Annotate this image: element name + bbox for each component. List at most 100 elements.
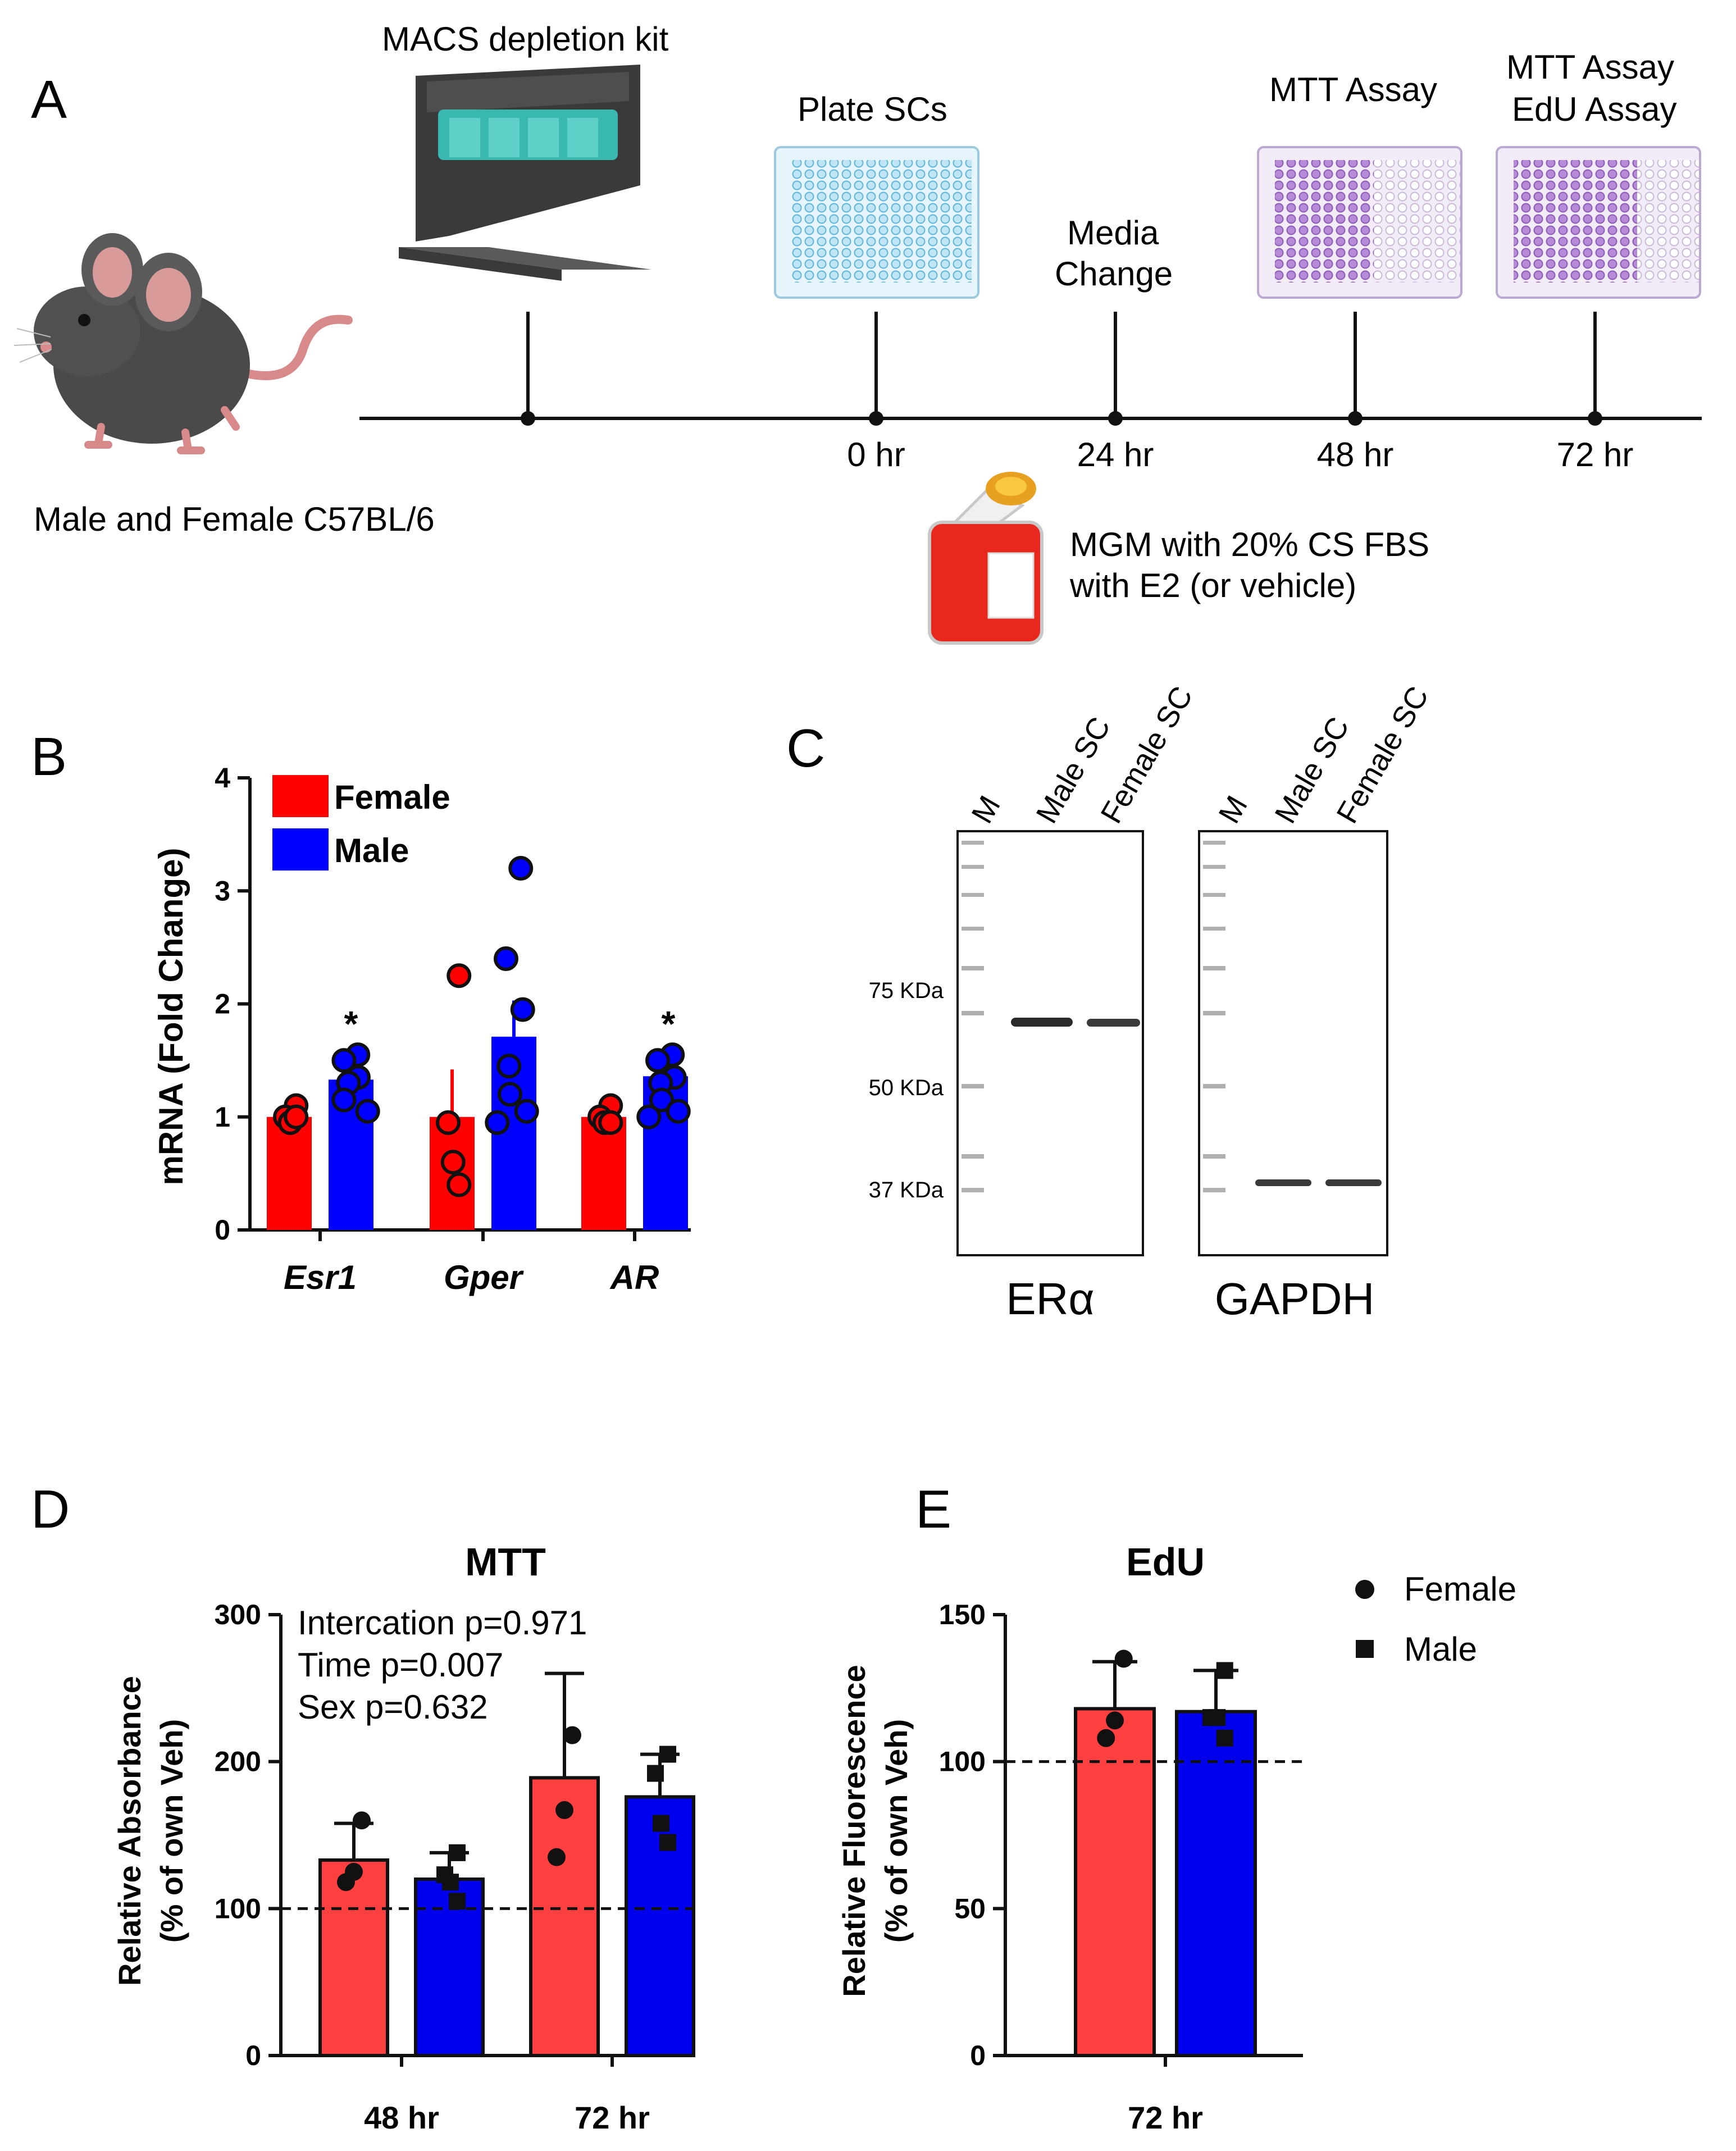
data-point [440,1150,466,1175]
legend-e-female-marker [1355,1580,1374,1599]
blot-era-frame [956,830,1144,1256]
mouse-illustration [13,233,353,454]
blot-gapdh-ladder [1203,841,1225,1192]
panel-d: D MTT 0 100 200 300 Relative Absorbance (% … [31,1479,695,2135]
data-point [1209,1709,1226,1726]
flask-illustration [928,472,1044,645]
panel-a: A Male and Female C57BL/6 MACS depletion… [13,20,1702,645]
chart-d-stat-3: Sex p=0.632 [298,1688,488,1726]
chart-d-ylabel-2: (% of own Veh) [154,1719,189,1943]
marker-37: 37 KDa [869,1178,944,1202]
y-tick-label: 100 [939,1746,986,1778]
macs-kit-illustration [399,65,651,281]
data-point [485,1110,510,1135]
bar-female-ar [581,1116,626,1230]
chart-e-title: EdU [1126,1540,1205,1584]
chart-e-ylabel-1: Relative Fluorescence [836,1665,872,1997]
data-point [498,1082,522,1107]
data-point [353,1811,371,1830]
legend-female-swatch [272,775,329,817]
panel-d-letter: D [31,1479,70,1539]
data-point [649,1087,674,1113]
data-point [510,997,535,1022]
y-tick-label: 0 [970,2040,986,2071]
y-tick-label: 150 [939,1599,986,1630]
timeline [359,312,1702,426]
data-point [653,1815,669,1832]
chart-d: 0 100 200 300 [215,1599,695,2071]
y-tick-label: 50 [954,1893,986,1924]
chart-d-category-72: 72 hr [575,2100,650,2135]
medium-line-1: MGM with 20% CS FBS [1070,526,1429,563]
edu-label: EdU Assay [1512,90,1676,128]
chart-d-stat-1: Intercation p=0.971 [298,1604,587,1642]
chart-d-stat-2: Time p=0.007 [298,1646,503,1684]
chart-d-title: MTT [465,1540,546,1584]
data-point [494,946,518,971]
lane-left-m: M [965,790,1006,829]
blot-gapdh-frame [1198,830,1388,1256]
data-point [555,1801,573,1820]
chart-e: 0 50 100 150 [939,1599,1303,2071]
bar-female-48hr [318,1858,389,2058]
medium-line-2: with E2 (or vehicle) [1069,567,1356,604]
blot-gapdh-label: GAPDH [1215,1274,1375,1324]
data-point [645,1048,670,1073]
bar-female-72hr [529,1776,600,2057]
y-tick-label: 0 [215,1214,230,1246]
chart-b-category-esr1: Esr1 [284,1259,357,1296]
media-label-2: Change [1055,255,1173,293]
legend-e-male-label: Male [1404,1630,1477,1668]
data-point [514,1099,539,1124]
y-tick-label: 4 [215,762,230,794]
data-point [436,1110,461,1135]
data-point [446,1172,472,1197]
data-point [337,1873,355,1892]
data-point [496,1054,522,1079]
chart-b-category-gper: Gper [444,1259,525,1296]
bar-female-72hr [1074,1707,1156,2057]
chart-e-category-72: 72 hr [1128,2100,1203,2135]
y-tick-label: 0 [245,2040,261,2071]
y-tick-label: 200 [215,1746,261,1778]
data-point [331,1048,357,1073]
panel-c: C 75 KD [786,681,1435,1324]
chart-b-sig-esr1: * [344,1004,358,1044]
data-point [1216,1729,1233,1747]
data-point [1114,1649,1133,1668]
marker-75: 75 KDa [869,978,944,1003]
data-point [449,1893,466,1910]
lane-right-female: Female SC [1330,681,1435,829]
data-point [598,1110,623,1135]
mouse-label: Male and Female C57BL/6 [34,500,435,538]
panel-e: E EdU 0 50 100 150 Relative Fluorescence (%… [836,1479,1516,2135]
data-point [548,1848,566,1866]
y-tick-label: 300 [215,1599,261,1630]
y-tick-label: 100 [215,1893,261,1924]
y-tick-label: 3 [215,875,230,906]
chart-b-category-ar: AR [609,1259,659,1296]
plate-label: Plate SCs [798,90,947,128]
data-point [666,1099,691,1124]
time-label-0: 0 hr [847,436,905,473]
panel-c-letter: C [786,718,825,778]
chart-b-ylabel: mRNA (Fold Change) [152,847,190,1185]
legend-e-male-marker [1356,1640,1374,1658]
y-tick-label: 1 [215,1101,230,1133]
data-point [446,963,472,988]
panel-a-letter: A [31,70,67,130]
bar-female-esr1 [267,1116,312,1230]
plate-purple-48-illustration [1257,146,1462,299]
chart-d-category-48: 48 hr [364,2100,439,2135]
macs-label: MACS depletion kit [382,20,669,58]
data-point [355,1099,380,1124]
chart-b-sig-ar: * [662,1004,676,1044]
time-label-48: 48 hr [1317,436,1394,473]
data-point [442,1874,459,1891]
blot-era-band-male [1011,1018,1073,1027]
blot-gapdh-band-male [1255,1179,1311,1186]
mtt-label: MTT Assay [1269,71,1437,108]
chart-e-ylabel-2: (% of own Veh) [878,1719,914,1943]
